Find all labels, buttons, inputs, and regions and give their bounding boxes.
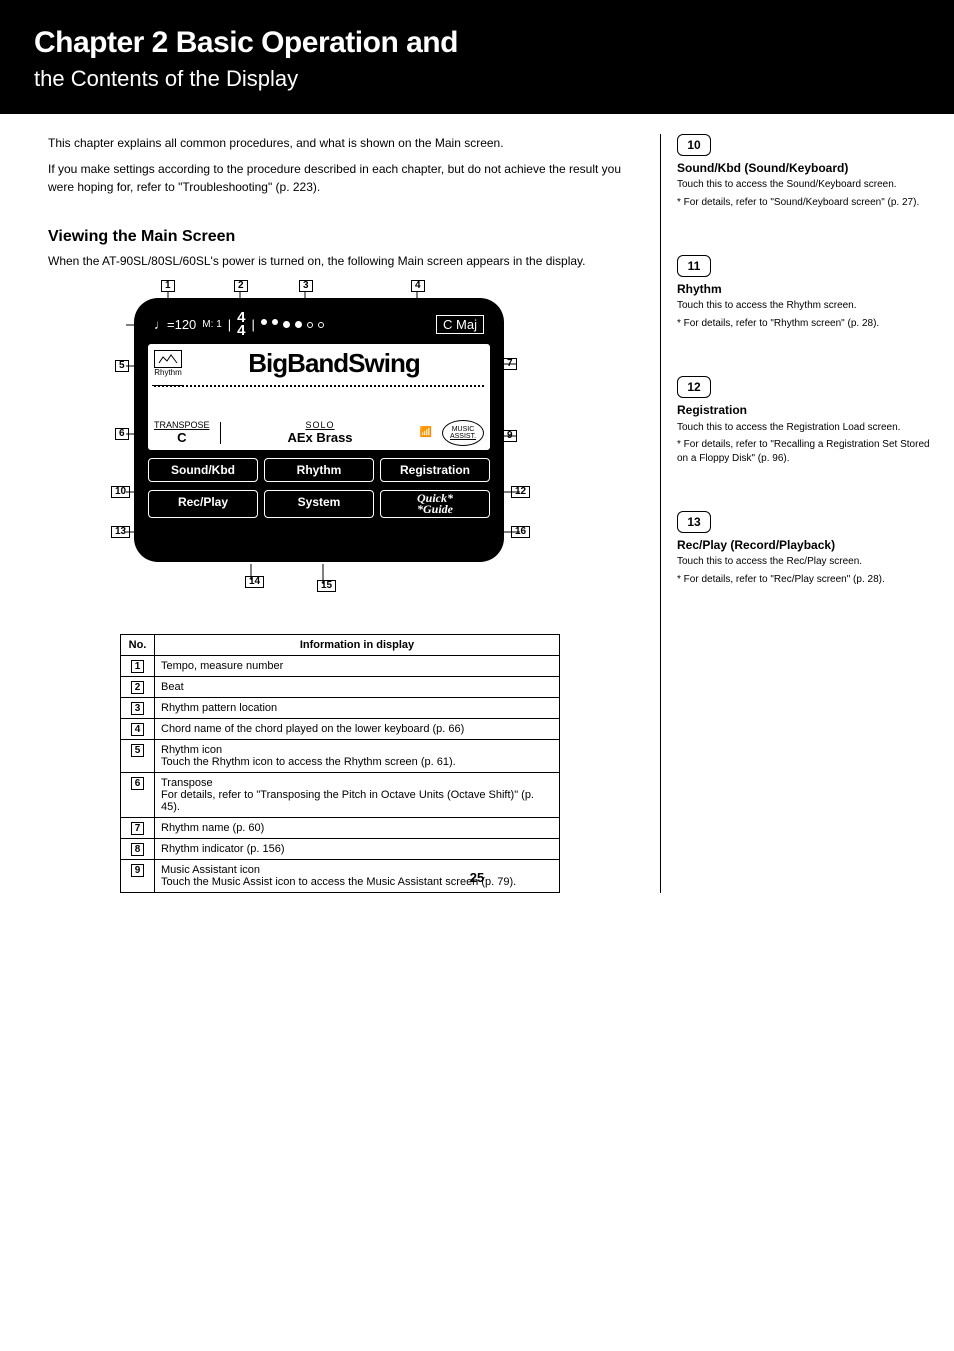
left-column: This chapter explains all common procedu… <box>0 134 660 893</box>
rhythm-icon-box <box>154 350 182 368</box>
chapter-subtitle: the Contents of the Display <box>34 66 920 92</box>
side-desc-12: Touch this to access the Registration Lo… <box>677 421 936 435</box>
callout-9: 9 <box>502 430 518 442</box>
section-heading: Viewing the Main Screen <box>48 228 636 246</box>
lcd-screen: ♩=120 M: 1 | 4 4 | C Maj <box>134 298 504 562</box>
btn-sound-kbd[interactable]: Sound/Kbd <box>148 458 258 482</box>
side-sec-12: 12 Registration Touch this to access the… <box>677 376 936 465</box>
side-title-12: Registration <box>677 402 936 418</box>
lcd-figure: 1 2 3 4 7 5 6 9 8 10 11 12 13 14 15 16 <box>120 280 550 610</box>
right-column: 10 Sound/Kbd (Sound/Keyboard) Touch this… <box>660 134 954 893</box>
side-num-12: 12 <box>677 376 711 398</box>
table-row: 2Beat <box>121 677 560 698</box>
chord-indicator: C Maj <box>436 315 484 334</box>
rhythm-icon-label: Rhythm <box>154 368 182 377</box>
beat-dots <box>261 321 324 328</box>
side-note-13: For details, refer to "Rec/Play screen" … <box>677 573 936 587</box>
time-signature: 4 4 <box>237 312 245 338</box>
callout-12: 12 <box>510 486 531 498</box>
intro-p2: If you make settings according to the pr… <box>48 160 636 196</box>
table-header-no: No. <box>121 635 155 656</box>
callout-4: 4 <box>410 280 426 292</box>
table-row: 3Rhythm pattern location <box>121 698 560 719</box>
music-assist-icon[interactable]: MUSICASSIST. <box>442 420 484 446</box>
callout-16: 16 <box>510 526 531 538</box>
intro-p1: This chapter explains all common procedu… <box>48 134 636 152</box>
lcd-status-row: ♩=120 M: 1 | 4 4 | C Maj <box>148 312 490 338</box>
table-row: 4Chord name of the chord played on the l… <box>121 719 560 740</box>
rhythm-name: BigBandSwing <box>184 348 484 379</box>
side-sec-11: 11 Rhythm Touch this to access the Rhyth… <box>677 255 936 330</box>
table-row: 7Rhythm name (p. 60) <box>121 818 560 839</box>
side-note-10: For details, refer to "Sound/Keyboard sc… <box>677 196 936 210</box>
side-sec-10: 10 Sound/Kbd (Sound/Keyboard) Touch this… <box>677 134 936 209</box>
callout-7: 7 <box>502 358 518 370</box>
chapter-title: Chapter 2 Basic Operation and <box>34 26 920 60</box>
lcd-rhythm-panel: Rhythm BigBandSwing TRANSPOSE C SOLO AEx… <box>148 344 490 450</box>
callout-14: 14 <box>244 576 265 588</box>
side-note-12: For details, refer to "Recalling a Regis… <box>677 438 936 465</box>
table-body: 1Tempo, measure number 2Beat 3Rhythm pat… <box>121 656 560 893</box>
side-num-11: 11 <box>677 255 711 277</box>
callout-2: 2 <box>233 280 249 292</box>
side-title-10: Sound/Kbd (Sound/Keyboard) <box>677 160 936 176</box>
table-row: 8Rhythm indicator (p. 156) <box>121 839 560 860</box>
side-sec-13: 13 Rec/Play (Record/Playback) Touch this… <box>677 511 936 586</box>
callout-15: 15 <box>316 580 337 592</box>
section-intro: When the AT-90SL/80SL/60SL's power is tu… <box>48 252 636 270</box>
side-desc-10: Touch this to access the Sound/Keyboard … <box>677 178 936 192</box>
btn-system[interactable]: System <box>264 490 374 519</box>
table-row: 5Rhythm icon Touch the Rhythm icon to ac… <box>121 740 560 773</box>
lcd-mid-row: TRANSPOSE C SOLO AEx Brass 📶 MUSICASSIST… <box>154 420 484 446</box>
solo-block: SOLO AEx Brass <box>231 420 410 445</box>
lcd-button-row-2: Rec/Play System Quick* *Guide <box>148 490 490 519</box>
btn-registration[interactable]: Registration <box>380 458 490 482</box>
page-number: 25 <box>0 870 954 885</box>
side-title-11: Rhythm <box>677 281 936 297</box>
side-desc-13: Touch this to access the Rec/Play screen… <box>677 555 936 569</box>
table-row: 6Transpose For details, refer to "Transp… <box>121 773 560 818</box>
callout-1: 1 <box>160 280 176 292</box>
main-columns: This chapter explains all common procedu… <box>0 134 954 893</box>
callout-3: 3 <box>298 280 314 292</box>
side-desc-11: Touch this to access the Rhythm screen. <box>677 299 936 313</box>
rhythm-icon[interactable]: Rhythm <box>152 348 184 386</box>
side-num-13: 13 <box>677 511 711 533</box>
callout-10: 10 <box>110 486 131 498</box>
measure-label: M: 1 <box>202 319 221 330</box>
chapter-banner: Chapter 2 Basic Operation and the Conten… <box>0 0 954 114</box>
side-note-11: For details, refer to "Rhythm screen" (p… <box>677 317 936 331</box>
transpose-block: TRANSPOSE C <box>154 420 210 445</box>
rhythm-indicator-icon: 📶 <box>420 427 432 438</box>
callout-5: 5 <box>114 360 130 372</box>
side-num-10: 10 <box>677 134 711 156</box>
btn-quick-guide[interactable]: Quick* *Guide <box>380 490 490 519</box>
lcd-button-row-1: Sound/Kbd Rhythm Registration <box>148 458 490 482</box>
reference-table: No. Information in display 1Tempo, measu… <box>120 634 560 893</box>
btn-rhythm[interactable]: Rhythm <box>264 458 374 482</box>
callout-6: 6 <box>114 428 130 440</box>
table-header-info: Information in display <box>155 635 560 656</box>
callout-13: 13 <box>110 526 131 538</box>
table-row: 1Tempo, measure number <box>121 656 560 677</box>
side-title-13: Rec/Play (Record/Playback) <box>677 537 936 553</box>
btn-rec-play[interactable]: Rec/Play <box>148 490 258 519</box>
tempo-indicator: ♩=120 <box>154 317 196 332</box>
